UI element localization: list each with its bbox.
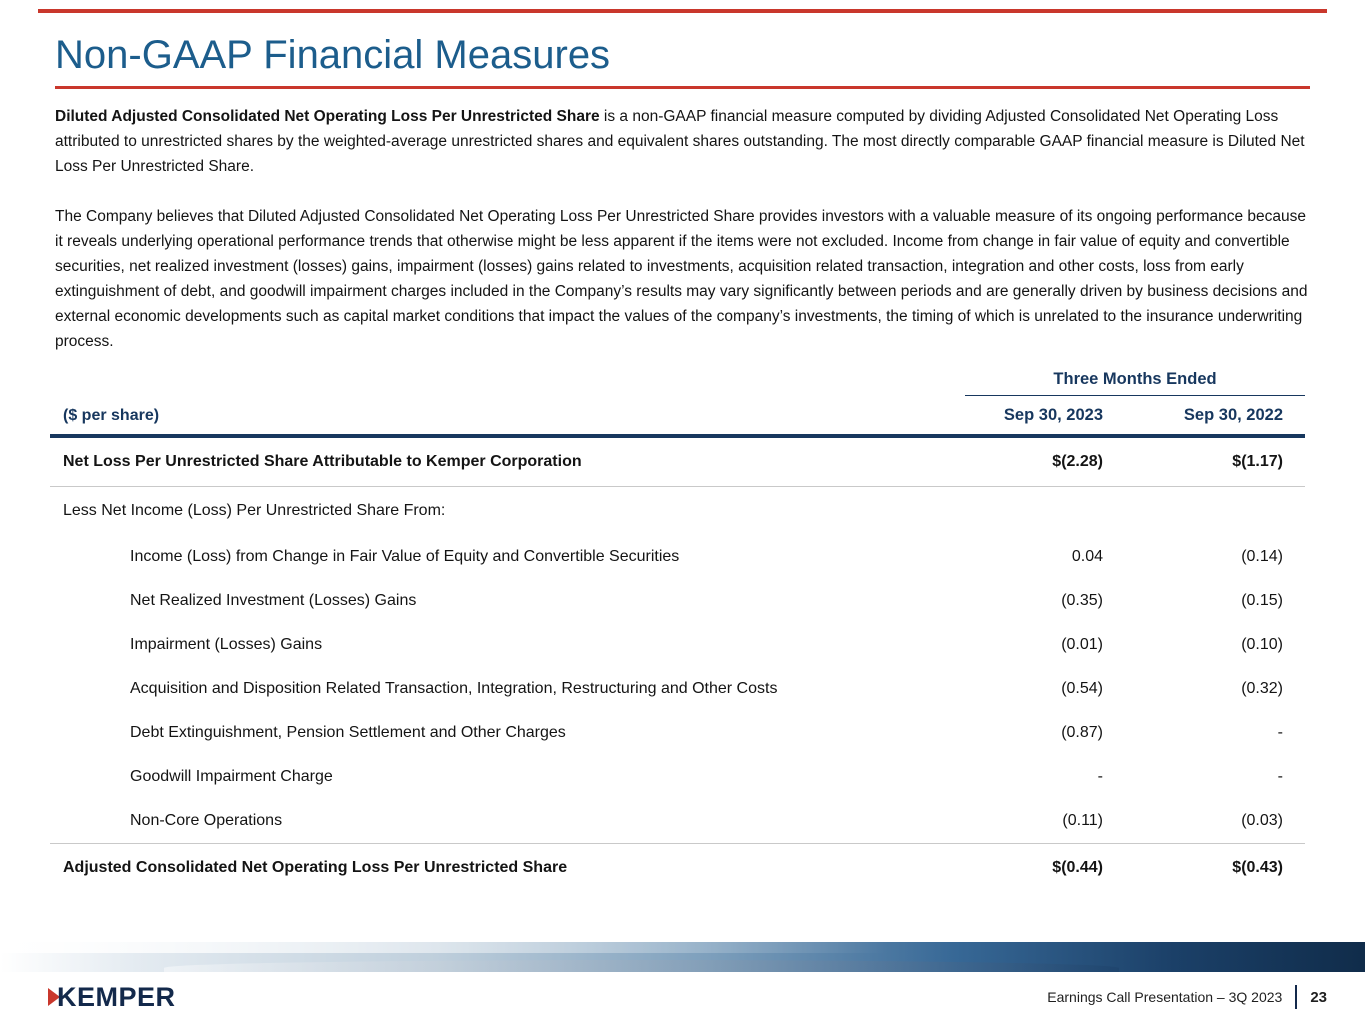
table-row: Adjusted Consolidated Net Operating Loss… <box>50 843 1305 892</box>
row-value-sep-30-2023: (0.11) <box>1062 812 1103 829</box>
table-row: Income (Loss) from Change in Fair Value … <box>50 535 1305 579</box>
table-row: Impairment (Losses) Gains (0.01) (0.10) <box>50 623 1305 667</box>
table-row: Acquisition and Disposition Related Tran… <box>50 667 1305 711</box>
row-label: Impairment (Losses) Gains <box>130 636 323 653</box>
page-title: Non-GAAP Financial Measures <box>55 33 611 77</box>
row-value-sep-30-2023: - <box>1097 768 1103 785</box>
group-header-spacer <box>50 370 965 396</box>
row-value-sep-30-2022: $(1.17) <box>1232 453 1283 470</box>
intro-paragraph-1: Diluted Adjusted Consolidated Net Operat… <box>55 104 1310 179</box>
row-value-sep-30-2022: (0.10) <box>1241 636 1283 653</box>
row-value-sep-30-2023: (0.35) <box>1061 592 1103 609</box>
row-label: Goodwill Impairment Charge <box>130 768 333 785</box>
row-value-sep-30-2023: (0.01) <box>1061 636 1103 653</box>
table-group-header-row: Three Months Ended <box>50 370 1305 396</box>
footer-right: Earnings Call Presentation – 3Q 2023 23 <box>1047 985 1327 1009</box>
row-label: Less Net Income (Loss) Per Unrestricted … <box>63 502 446 519</box>
row-value-sep-30-2023: (0.54) <box>1061 680 1103 697</box>
row-value-sep-30-2022: - <box>1277 768 1283 785</box>
per-share-label: ($ per share) <box>63 407 160 424</box>
row-label: Net Realized Investment (Losses) Gains <box>130 592 417 609</box>
row-value-sep-30-2023: (0.87) <box>1061 724 1103 741</box>
table-header-rule <box>50 434 1305 438</box>
row-value-sep-30-2022: (0.32) <box>1241 680 1283 697</box>
row-value-sep-30-2022: $(0.43) <box>1232 859 1283 876</box>
kemper-logo: KEMPER <box>48 982 176 1013</box>
kemper-logo-text: KEMPER <box>57 981 176 1012</box>
table-column-header-row: ($ per share) Sep 30, 2023 Sep 30, 2022 <box>50 396 1305 434</box>
title-underline <box>55 86 1310 89</box>
row-value-sep-30-2023: $(0.44) <box>1052 859 1103 876</box>
page-number: 23 <box>1310 988 1327 1006</box>
footer-caption: Earnings Call Presentation – 3Q 2023 <box>1047 989 1283 1005</box>
column-header-sep-30-2023: Sep 30, 2023 <box>1003 406 1103 424</box>
decorative-swoosh-band <box>0 942 1365 972</box>
top-accent-bar <box>38 9 1327 13</box>
row-label: Income (Loss) from Change in Fair Value … <box>130 548 680 565</box>
column-header-sep-30-2022: Sep 30, 2022 <box>1183 406 1283 424</box>
row-label: Non-Core Operations <box>130 812 283 829</box>
kemper-logo-mark-icon <box>48 988 60 1006</box>
swoosh-curve <box>163 960 1120 972</box>
intro-paragraph-2: The Company believes that Diluted Adjust… <box>55 208 1308 350</box>
intro-bold-lead: Diluted Adjusted Consolidated Net Operat… <box>55 108 600 125</box>
table-row: Goodwill Impairment Charge - - <box>50 755 1305 799</box>
table-row: Non-Core Operations (0.11) (0.03) <box>50 799 1305 843</box>
row-label: Net Loss Per Unrestricted Share Attribut… <box>63 453 582 470</box>
footer-divider <box>1295 985 1298 1009</box>
table-row: Debt Extinguishment, Pension Settlement … <box>50 711 1305 755</box>
footer: KEMPER Earnings Call Presentation – 3Q 2… <box>48 979 1327 1015</box>
row-label: Debt Extinguishment, Pension Settlement … <box>130 724 566 741</box>
three-months-ended-label: Three Months Ended <box>965 370 1305 396</box>
row-value-sep-30-2023: 0.04 <box>1071 548 1103 565</box>
intro-paragraph-1-rest: is a non-GAAP financial measure computed… <box>55 108 1305 175</box>
financial-table: Three Months Ended ($ per share) Sep 30,… <box>50 370 1305 892</box>
row-value-sep-30-2022: (0.14) <box>1241 548 1283 565</box>
row-value-sep-30-2022: - <box>1277 724 1283 741</box>
row-label: Acquisition and Disposition Related Tran… <box>130 680 778 697</box>
table-body: Net Loss Per Unrestricted Share Attribut… <box>50 438 1305 892</box>
table-row: Net Loss Per Unrestricted Share Attribut… <box>50 438 1305 487</box>
swoosh-highlight <box>0 942 1365 953</box>
table-row: Less Net Income (Loss) Per Unrestricted … <box>50 487 1305 535</box>
row-value-sep-30-2023: $(2.28) <box>1052 453 1103 470</box>
table-row: Net Realized Investment (Losses) Gains (… <box>50 579 1305 623</box>
row-value-sep-30-2022: (0.03) <box>1241 812 1283 829</box>
row-label: Adjusted Consolidated Net Operating Loss… <box>63 859 568 876</box>
row-value-sep-30-2022: (0.15) <box>1241 592 1283 609</box>
